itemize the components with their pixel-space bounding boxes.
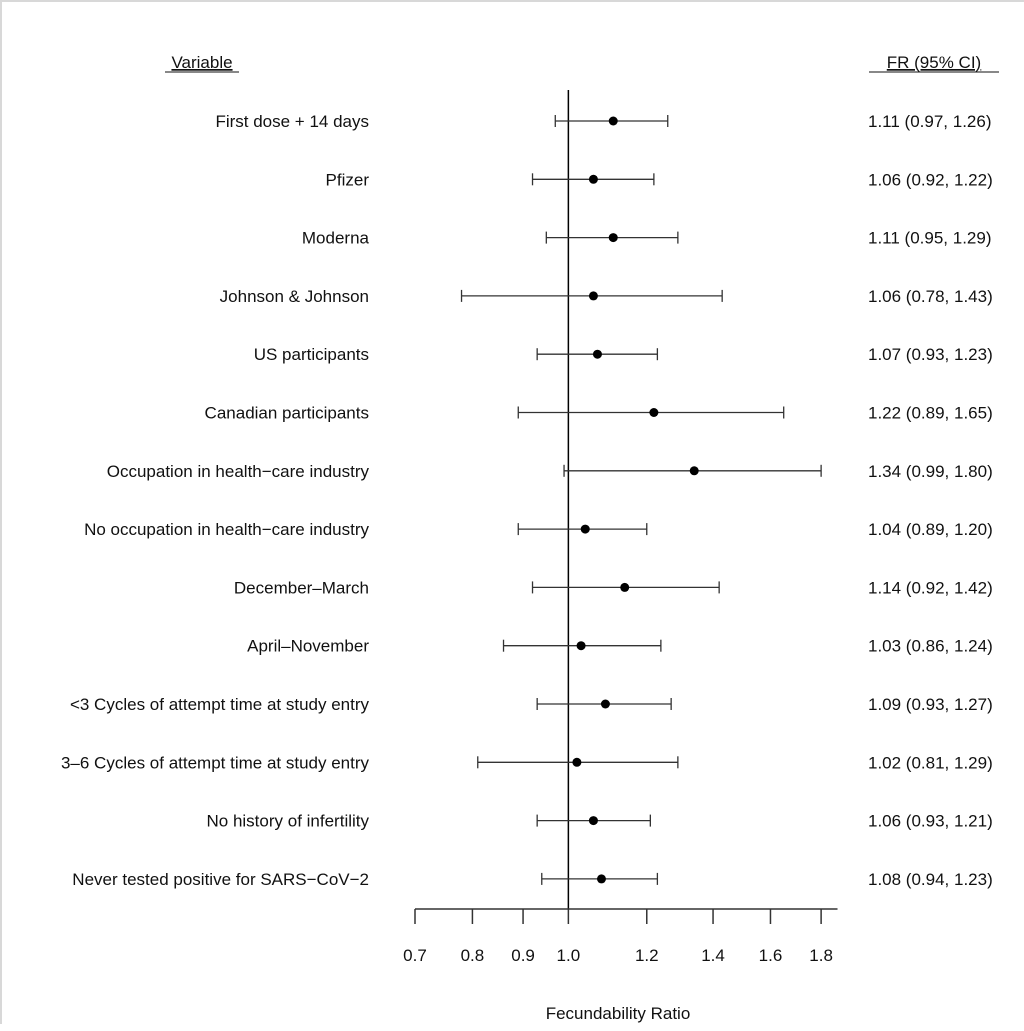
- point-estimate: [588, 291, 598, 301]
- row-label: Moderna: [302, 229, 370, 248]
- point-estimate: [580, 524, 590, 534]
- row-estimate-text: 1.07 (0.93, 1.23): [868, 345, 993, 364]
- x-axis: 0.7 0.8 0.9 1.0 1.2 1.4 1.6 1.8: [403, 908, 838, 965]
- point-estimate: [608, 116, 618, 126]
- row-label: First dose + 14 days: [215, 112, 369, 131]
- forest-row: Occupation in health−care industry 1.34 (…: [107, 462, 993, 481]
- header-estimate: FR (95% CI): [887, 53, 981, 72]
- forest-row: <3 Cycles of attempt time at study entry…: [70, 695, 993, 714]
- row-label: No occupation in health−care industry: [84, 520, 369, 539]
- row-label: No history of infertility: [207, 812, 370, 831]
- point-estimate: [608, 233, 618, 243]
- point-estimate: [588, 174, 598, 184]
- row-estimate-text: 1.14 (0.92, 1.42): [868, 578, 993, 597]
- forest-row: Pfizer 1.06 (0.92, 1.22): [326, 170, 993, 189]
- forest-row: First dose + 14 days 1.11 (0.97, 1.26): [215, 112, 991, 131]
- point-estimate: [596, 874, 606, 884]
- row-estimate-text: 1.06 (0.92, 1.22): [868, 170, 993, 189]
- point-estimate: [600, 699, 610, 709]
- point-estimate: [620, 582, 630, 592]
- forest-row: Canadian participants 1.22 (0.89, 1.65): [205, 404, 993, 423]
- x-tick-label: 0.7: [403, 946, 427, 965]
- x-tick-label: 1.0: [557, 946, 581, 965]
- row-estimate-text: 1.09 (0.93, 1.27): [868, 695, 993, 714]
- row-estimate-text: 1.11 (0.95, 1.29): [868, 229, 992, 248]
- row-label: Pfizer: [326, 170, 370, 189]
- x-tick-label: 1.6: [759, 946, 783, 965]
- forest-row: Never tested positive for SARS−CoV−2 1.08…: [72, 870, 992, 889]
- forest-row: Johnson & Johnson 1.06 (0.78, 1.43): [220, 287, 993, 306]
- rows: First dose + 14 days 1.11 (0.97, 1.26) Pfi…: [61, 90, 993, 909]
- row-estimate-text: 1.06 (0.93, 1.21): [868, 812, 993, 831]
- row-label: <3 Cycles of attempt time at study entry: [70, 695, 370, 714]
- row-label: December–March: [234, 578, 369, 597]
- row-estimate-text: 1.08 (0.94, 1.23): [868, 870, 993, 889]
- row-label: Canadian participants: [205, 404, 369, 423]
- x-tick-label: 1.4: [701, 946, 725, 965]
- point-estimate: [592, 349, 602, 359]
- row-label: US participants: [254, 345, 369, 364]
- row-estimate-text: 1.34 (0.99, 1.80): [868, 462, 993, 481]
- row-estimate-text: 1.02 (0.81, 1.29): [868, 753, 993, 772]
- point-estimate: [576, 641, 586, 651]
- point-estimate: [588, 816, 598, 826]
- row-estimate-text: 1.04 (0.89, 1.20): [868, 520, 993, 539]
- point-estimate: [572, 757, 582, 767]
- row-label: Occupation in health−care industry: [107, 462, 370, 481]
- x-tick-label: 0.9: [511, 946, 535, 965]
- x-tick-label: 0.8: [461, 946, 485, 965]
- row-label: April–November: [247, 637, 369, 656]
- row-estimate-text: 1.06 (0.78, 1.43): [868, 287, 993, 306]
- header-variable: Variable: [171, 53, 232, 72]
- row-estimate-text: 1.22 (0.89, 1.65): [868, 404, 993, 423]
- x-tick-label: 1.2: [635, 946, 659, 965]
- forest-row: 3–6 Cycles of attempt time at study entr…: [61, 753, 993, 772]
- row-estimate-text: 1.11 (0.97, 1.26): [868, 112, 992, 131]
- row-label: Johnson & Johnson: [220, 287, 369, 306]
- forest-row: US participants 1.07 (0.93, 1.23): [254, 345, 993, 364]
- forest-row: April–November 1.03 (0.86, 1.24): [247, 637, 993, 656]
- x-axis-title: Fecundability Ratio: [546, 1004, 691, 1023]
- row-label: Never tested positive for SARS−CoV−2: [72, 870, 369, 889]
- row-label: 3–6 Cycles of attempt time at study entr…: [61, 753, 370, 772]
- x-tick-label: 1.8: [809, 946, 833, 965]
- forest-row: December–March 1.14 (0.92, 1.42): [234, 578, 993, 597]
- forest-row: No occupation in health−care industry 1.0…: [84, 520, 993, 539]
- point-estimate: [689, 466, 699, 476]
- forest-row: No history of infertility 1.06 (0.93, 1.2…: [207, 812, 993, 831]
- point-estimate: [649, 408, 659, 417]
- forest-row: Moderna 1.11 (0.95, 1.29): [302, 229, 992, 248]
- row-estimate-text: 1.03 (0.86, 1.24): [868, 637, 993, 656]
